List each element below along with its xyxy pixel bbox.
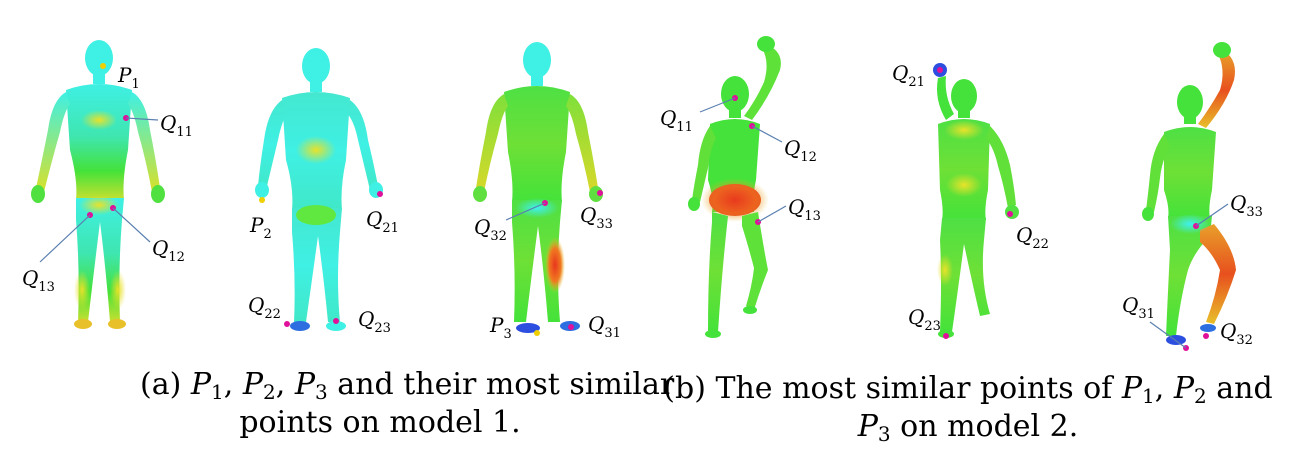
point-labels: P1 Q11 Q12 Q13 P2 Q21 Q22 Q23 P3 Q31 Q32 Q33 Q11 Q12 Q… [22,61,1263,348]
caption-a: (a) P1, P2, P3 and their most similar po… [140,366,675,442]
label-q33: Q33 [580,203,613,232]
model2-first-figure [688,36,781,338]
label-q33: Q33 [1230,191,1263,220]
label-q32: Q32 [474,215,507,244]
marker-q22 [284,321,290,327]
label-q21: Q21 [892,61,925,90]
label-p2: P2 [249,213,272,242]
marker-p1 [100,63,106,69]
leader-line-q12 [112,207,151,243]
caption-a-line1: (a) P1, P2, P3 and their most similar [140,367,675,404]
label-p3: P3 [489,313,512,342]
leader-line-q13 [757,205,787,223]
label-q13: Q13 [22,266,55,295]
marker-p2 [259,197,265,203]
marker-q22 [1007,211,1013,217]
label-q32: Q32 [1220,319,1253,348]
caption-b-line1: (b) The most similar points of P1, P2 an… [663,371,1273,408]
leader-line-q32 [505,202,546,221]
marker-p3 [534,330,540,336]
model2-second-figure [933,63,1019,338]
leader-line-q31 [1149,321,1187,349]
model1-front-figure [31,40,165,329]
leader-line-q33 [1195,203,1229,227]
label-q23: Q23 [358,307,391,336]
label-q12: Q12 [152,236,185,265]
label-q23: Q23 [908,305,941,334]
label-q22: Q22 [248,293,281,322]
label-q21: Q21 [366,207,399,236]
marker-q21 [377,191,383,197]
caption-b-line2: P3 on model 2. [857,409,1079,446]
leader-line-q12 [751,125,783,143]
leader-line-q13 [39,214,91,263]
marker-q21 [937,67,943,73]
caption-b: (b) The most similar points of P1, P2 an… [648,370,1288,446]
label-q12: Q12 [784,136,817,165]
leader-lines [39,97,1229,349]
model2-third-figure [1142,42,1236,345]
label-p1: P1 [117,63,140,92]
model1-third-figure [473,42,603,333]
label-q31: Q31 [588,312,621,341]
label-q22: Q22 [1016,223,1049,252]
marker-q31 [568,324,574,330]
caption-a-line2: points on model 1. [239,405,521,440]
label-q31: Q31 [1122,293,1155,322]
marker-q23 [333,318,339,324]
marker-q23 [943,333,949,339]
model1-back-figure [255,48,383,331]
leader-line-q11 [699,97,736,113]
label-q13: Q13 [788,195,821,224]
leader-line-q11 [125,117,159,121]
label-q11: Q11 [160,111,193,140]
label-q11: Q11 [660,106,693,135]
marker-q32 [1203,333,1209,339]
marker-q33 [597,190,603,196]
